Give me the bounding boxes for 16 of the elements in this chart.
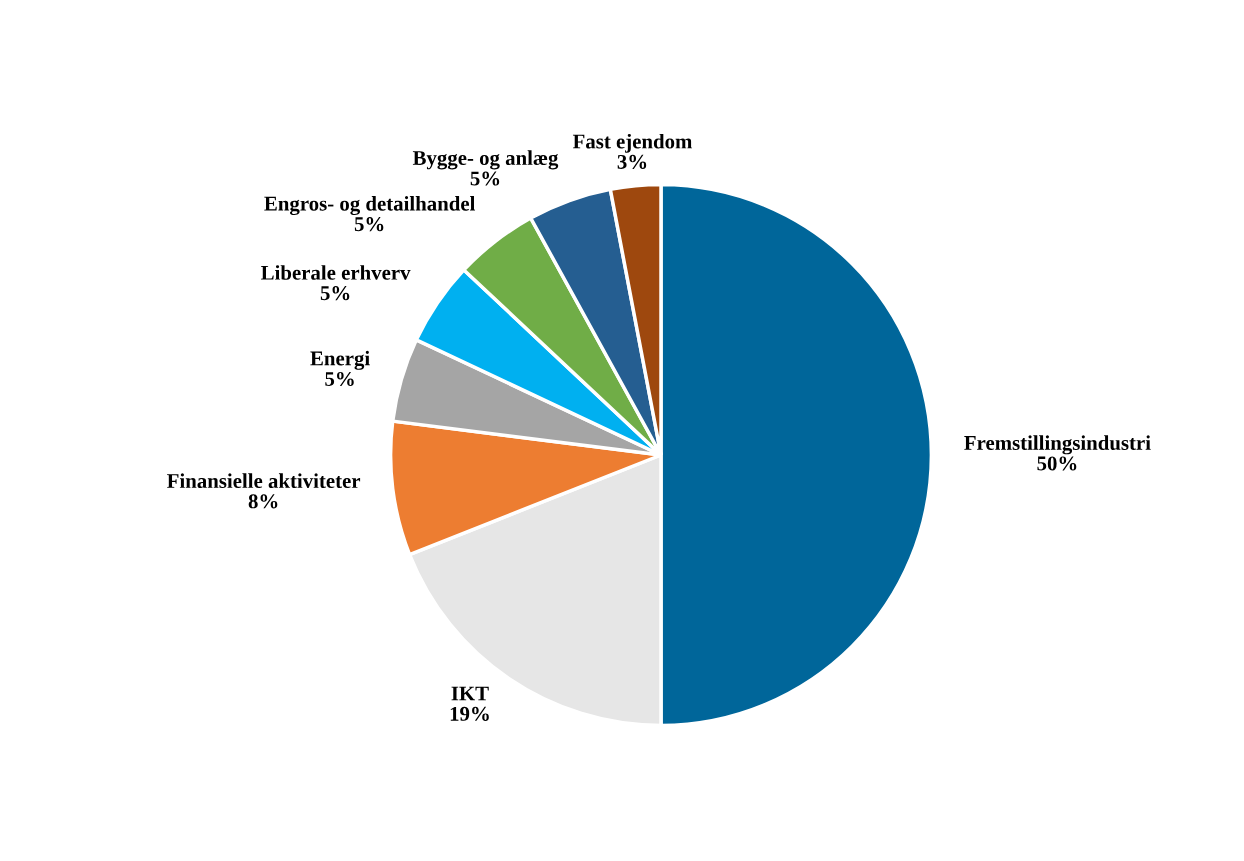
slice-label: Energi [310,350,370,370]
data-label: 50% [1037,456,1077,471]
slice-label: Liberale erhverv [261,265,411,280]
slice-label: Engros- og detailhandel [264,196,476,216]
slice-label: Bygge- og anlæg [412,150,559,170]
data-label: 5% [325,371,354,387]
data-label: 3% [617,154,647,169]
slice-label: Fremstillingsindustri [964,435,1151,455]
data-label: 5% [470,171,500,186]
slice-label: Finansielle aktiviteter [167,473,361,488]
data-label: 19% [450,706,489,721]
slice-label: IKT [451,686,489,701]
slice-label: Fast ejendom [572,133,693,153]
data-label: 8% [248,494,278,509]
data-label: 5% [320,286,350,301]
data-label: 5% [354,217,384,232]
